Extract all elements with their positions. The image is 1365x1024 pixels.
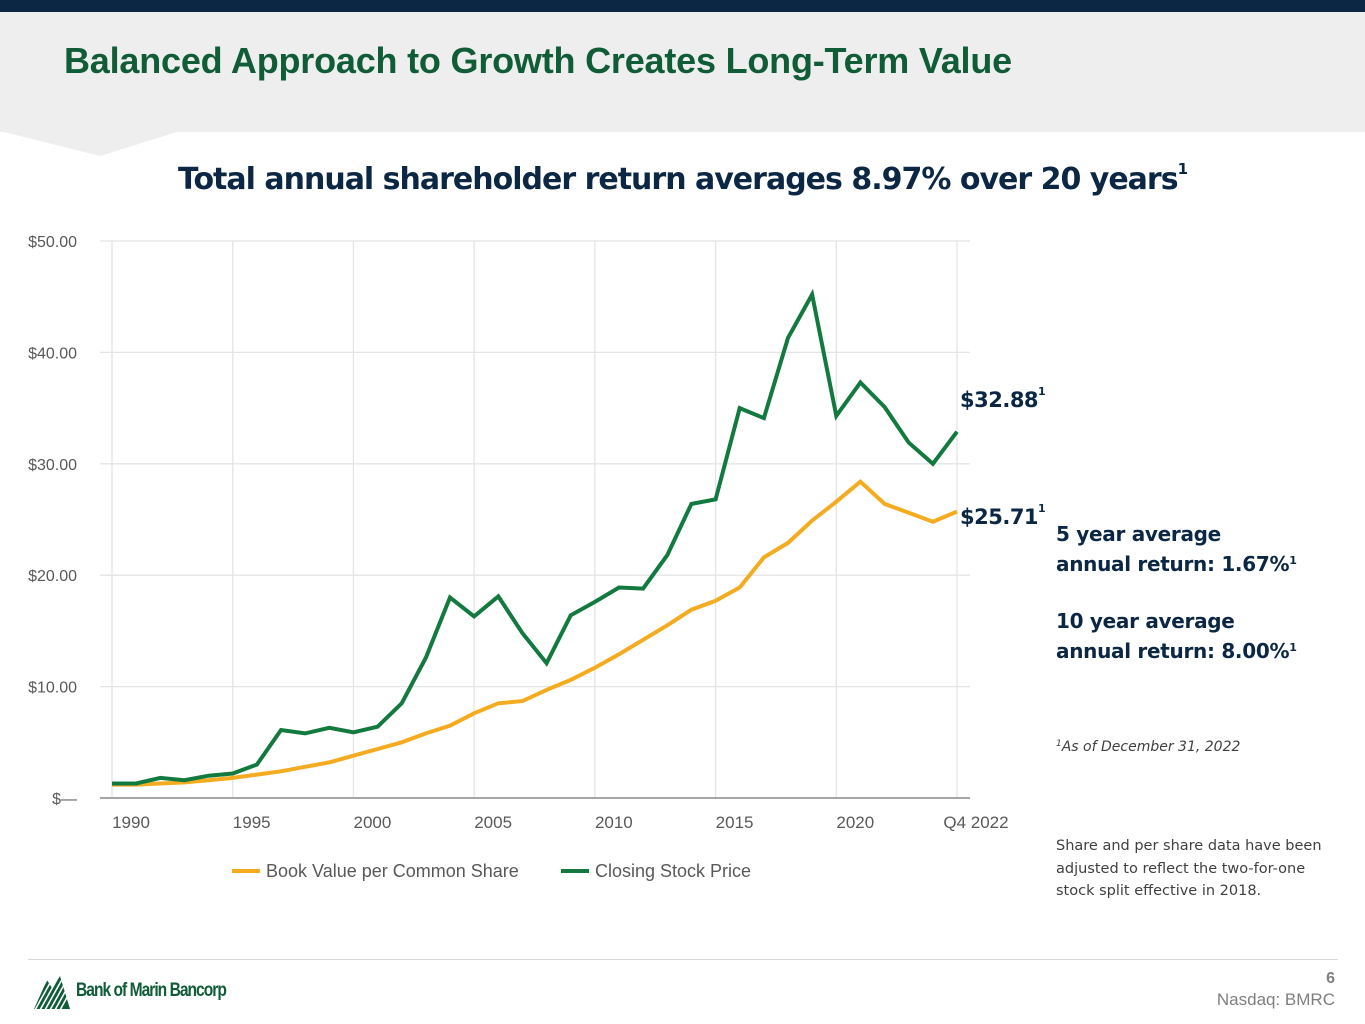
five-year-label: 5 year average	[1056, 522, 1221, 546]
ticker-symbol: Nasdaq: BMRC	[1216, 990, 1335, 1009]
chart-subtitle: Total annual shareholder return averages…	[0, 160, 1365, 197]
book-value-end-value: $25.71	[960, 505, 1039, 529]
footnote-marker: 1	[1289, 641, 1297, 654]
logo-text: Bank of Marin Bancorp	[76, 980, 227, 1001]
y-tick-label: $—	[52, 791, 77, 808]
chart-grid	[100, 240, 970, 798]
header-band	[0, 12, 1365, 132]
x-tick-label: 2000	[354, 813, 392, 832]
footnote-marker: 1	[1289, 554, 1297, 567]
series-line-closing-stock-price	[112, 288, 959, 786]
footnote-text: As of December 31, 2022	[1061, 739, 1241, 755]
ten-year-label: 10 year average	[1056, 609, 1235, 633]
stock-price-end-label: $32.881	[960, 385, 1046, 412]
header-notch	[0, 131, 180, 156]
page-title: Balanced Approach to Growth Creates Long…	[64, 40, 1012, 81]
footer-divider	[28, 959, 1338, 960]
x-tick-label: 1990	[112, 813, 150, 832]
x-tick-label: 2010	[595, 813, 633, 832]
y-tick-label: $40.00	[28, 345, 77, 362]
series-line-book-value	[112, 478, 958, 787]
footnote-marker: 1	[1056, 739, 1062, 749]
stock-price-end-value: $32.88	[960, 388, 1039, 412]
top-bar	[0, 0, 1365, 12]
subtitle-footnote-marker: 1	[1177, 160, 1188, 178]
footnote-marker: 1	[1038, 502, 1046, 515]
y-tick-label: $30.00	[28, 457, 77, 474]
footnote-marker: 1	[1038, 385, 1046, 398]
x-tick-label: 2015	[716, 813, 754, 832]
footnote: 1As of December 31, 2022	[1056, 739, 1240, 755]
five-year-value: annual return: 1.67%	[1056, 552, 1290, 576]
line-chart: $—$10.00$20.00$30.00$40.00$50.00 1990 199…	[28, 234, 1009, 881]
ten-year-return-stat: 10 year average annual return: 8.00%1	[1056, 606, 1297, 666]
book-value-end-label: $25.711	[960, 502, 1046, 529]
x-tick-label: 1995	[233, 813, 271, 832]
y-tick-label: $50.00	[28, 234, 77, 251]
legend-label: Book Value per Common Share	[266, 861, 519, 881]
mountain-logo-icon	[30, 973, 70, 1010]
subtitle-text: Total annual shareholder return averages…	[177, 162, 1179, 197]
five-year-return-stat: 5 year average annual return: 1.67%1	[1056, 519, 1297, 579]
company-logo: Bank of Marin Bancorp	[30, 972, 259, 1010]
x-axis-ticks: 1990 1995 2000 2005 2010 2015 2020 Q4 2022	[112, 813, 1009, 832]
x-tick-label: 2005	[474, 813, 512, 832]
x-tick-label: Q4 2022	[943, 813, 1008, 832]
y-tick-label: $20.00	[28, 568, 77, 585]
page-number: 6	[1326, 970, 1335, 987]
stock-split-note: Share and per share data have been adjus…	[1056, 838, 1322, 899]
chart-legend: Book Value per Common Share Closing Stock…	[232, 861, 751, 881]
y-tick-label: $10.00	[28, 680, 77, 697]
ten-year-value: annual return: 8.00%	[1056, 639, 1290, 663]
legend-label: Closing Stock Price	[595, 861, 751, 881]
chart-series	[112, 288, 959, 787]
x-tick-label: 2020	[836, 813, 874, 832]
y-axis-ticks: $— $10.00 $20.00 $30.00 $40.00 $50.00	[28, 234, 77, 808]
